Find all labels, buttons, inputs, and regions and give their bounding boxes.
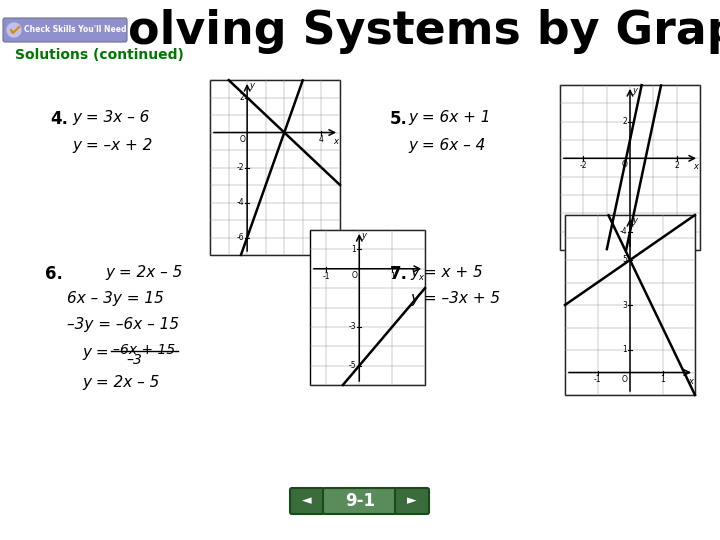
Text: y: y <box>249 81 254 90</box>
Text: 1: 1 <box>351 245 356 254</box>
Text: y = 6x – 4: y = 6x – 4 <box>408 138 485 153</box>
Text: y: y <box>632 86 637 95</box>
Text: olving Systems by Graphing: olving Systems by Graphing <box>128 9 720 53</box>
Text: -1: -1 <box>323 272 330 281</box>
Text: O: O <box>622 375 628 383</box>
FancyBboxPatch shape <box>395 488 429 514</box>
Text: 4: 4 <box>319 136 324 145</box>
Text: 7.: 7. <box>390 265 408 283</box>
Text: 1: 1 <box>622 346 627 354</box>
Text: y = –3x + 5: y = –3x + 5 <box>410 291 500 306</box>
Text: 2: 2 <box>239 93 244 102</box>
Text: ►: ► <box>408 495 417 508</box>
Text: -2: -2 <box>237 163 244 172</box>
Text: x: x <box>333 137 338 145</box>
Text: -5: -5 <box>348 361 356 370</box>
Text: y = 3x – 6: y = 3x – 6 <box>72 110 149 125</box>
Text: O: O <box>622 160 628 170</box>
Text: 5.: 5. <box>390 110 408 128</box>
Text: 9-1: 9-1 <box>345 492 375 510</box>
Text: -2: -2 <box>580 161 587 170</box>
Text: 2: 2 <box>675 161 679 170</box>
Text: 6.: 6. <box>45 265 63 283</box>
Text: 2: 2 <box>622 117 627 126</box>
Text: O: O <box>351 271 357 280</box>
Text: ◄: ◄ <box>302 495 312 508</box>
Text: y = –x + 2: y = –x + 2 <box>72 138 153 153</box>
Text: 6x – 3y = 15: 6x – 3y = 15 <box>67 291 164 306</box>
Text: –6x + 15: –6x + 15 <box>113 343 175 357</box>
Text: 3: 3 <box>622 300 627 309</box>
Text: 4.: 4. <box>50 110 68 128</box>
Text: -4: -4 <box>619 227 627 236</box>
Text: 5: 5 <box>622 255 627 265</box>
Text: -6: -6 <box>236 233 244 242</box>
FancyBboxPatch shape <box>3 18 127 42</box>
Bar <box>560 85 700 250</box>
Circle shape <box>7 23 21 37</box>
Text: -4: -4 <box>236 198 244 207</box>
Text: y = 2x – 5: y = 2x – 5 <box>105 265 182 280</box>
Bar <box>210 80 340 255</box>
Text: –3y = –6x – 15: –3y = –6x – 15 <box>67 317 179 332</box>
Text: -1: -1 <box>594 375 601 384</box>
FancyBboxPatch shape <box>323 488 397 514</box>
Text: x: x <box>693 163 698 171</box>
Text: Solutions (continued): Solutions (continued) <box>15 48 184 62</box>
Text: x: x <box>418 273 423 282</box>
Bar <box>565 215 695 395</box>
Text: y: y <box>361 231 366 240</box>
Text: y =: y = <box>82 345 114 360</box>
Text: y = 6x + 1: y = 6x + 1 <box>408 110 490 125</box>
Text: y: y <box>632 216 637 225</box>
FancyBboxPatch shape <box>290 488 324 514</box>
Text: -3: -3 <box>348 322 356 332</box>
Text: y = x + 5: y = x + 5 <box>410 265 482 280</box>
Text: –3: –3 <box>126 353 142 367</box>
Text: Check Skills You'll Need: Check Skills You'll Need <box>24 25 127 35</box>
Text: y = 2x – 5: y = 2x – 5 <box>82 375 159 390</box>
Bar <box>310 230 425 385</box>
Text: O: O <box>239 134 245 144</box>
Text: x: x <box>688 376 693 386</box>
Text: 1: 1 <box>390 272 395 281</box>
Text: 1: 1 <box>660 375 665 384</box>
